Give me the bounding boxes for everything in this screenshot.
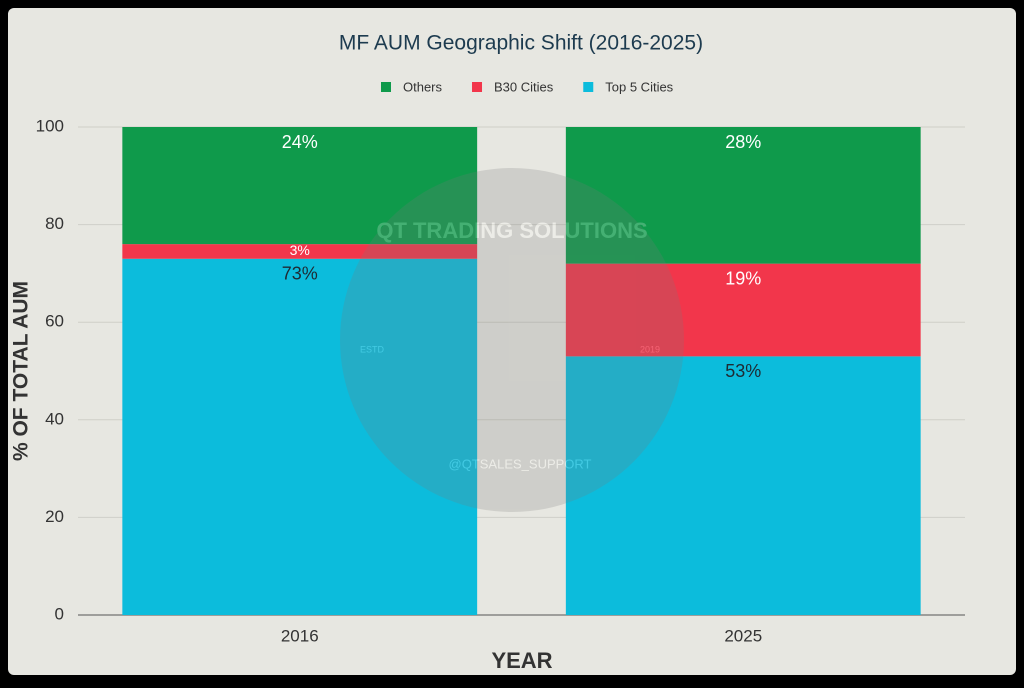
y-tick-label: 80 [45, 214, 64, 233]
bar-segment [565, 127, 921, 264]
y-tick-label: 20 [45, 507, 64, 526]
watermark: QT TRADING SOLUTIONS ESTD 2019 @QTSALES_… [340, 168, 684, 512]
value-label: 3% [290, 242, 310, 258]
watermark-circle [340, 168, 684, 512]
value-label: 24% [282, 132, 318, 152]
legend-label: Others [403, 79, 443, 94]
legend-swatch [381, 82, 391, 92]
bar-segment [122, 258, 478, 615]
legend-swatch [472, 82, 483, 92]
y-tick-label: 100 [36, 116, 64, 135]
value-label: 53% [725, 361, 761, 381]
bar-segment [565, 263, 921, 357]
legend-swatch [583, 82, 594, 92]
value-label: 73% [282, 264, 318, 284]
x-axis-label: YEAR [491, 648, 552, 673]
bar-segment [122, 127, 478, 245]
x-tick-label: 2025 [724, 626, 762, 645]
x-tick-label: 2016 [281, 626, 319, 645]
y-tick-label: 40 [45, 409, 64, 428]
watermark-year: 2019 [640, 344, 660, 354]
y-axis-label: % OF TOTAL AUM [10, 281, 33, 461]
chart-title: MF AUM Geographic Shift (2016-2025) [339, 32, 703, 55]
watermark-estd: ESTD [360, 344, 385, 354]
legend-label: Top 5 Cities [605, 79, 673, 94]
legend-label: B30 Cities [494, 79, 554, 94]
y-tick-label: 0 [55, 604, 64, 623]
bar-segment [122, 244, 478, 259]
value-label: 19% [725, 268, 761, 288]
watermark-brand: QT TRADING SOLUTIONS [376, 218, 647, 243]
plot: 0 20 40 60 80 100 2016 73% 3% 24% 2025 53% 19% 28% [36, 116, 965, 645]
bar-segment [565, 356, 921, 615]
value-label: 28% [725, 132, 761, 152]
y-tick-label: 60 [45, 312, 64, 331]
watermark-handle: @QTSALES_SUPPORT [449, 456, 592, 471]
